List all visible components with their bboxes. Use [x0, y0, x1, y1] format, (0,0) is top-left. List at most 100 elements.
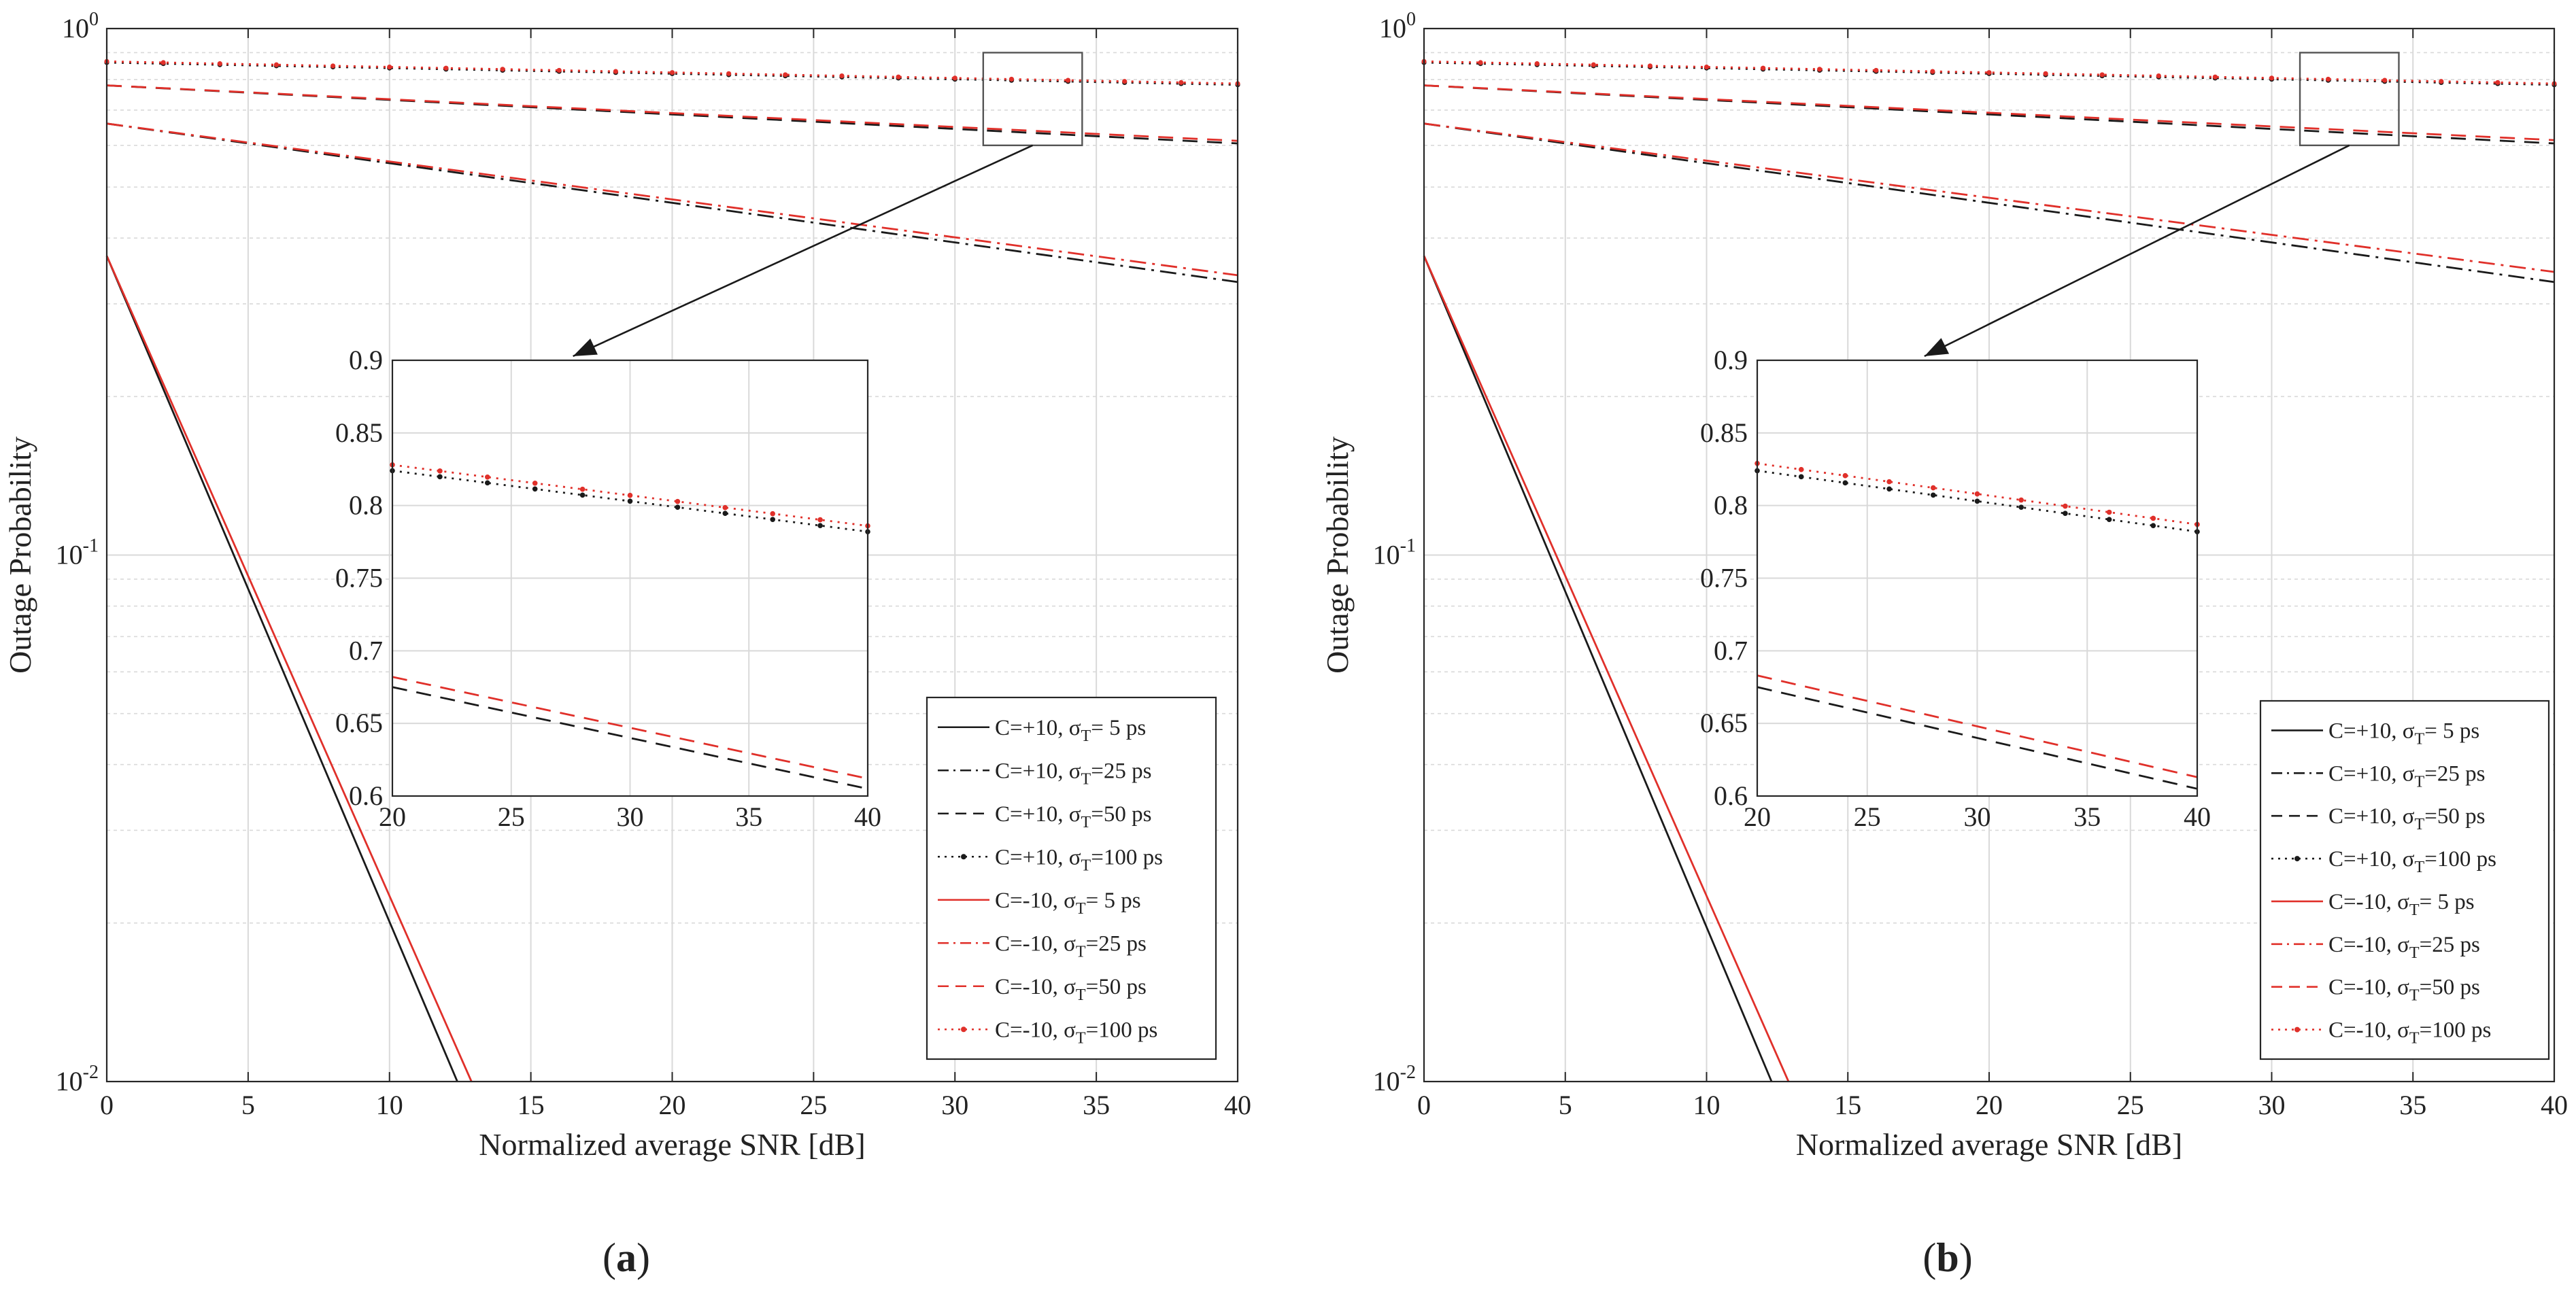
y-tick-label: 100 — [62, 9, 99, 44]
legend-sigma-subscript: T — [2415, 859, 2425, 876]
legend-sigma-symbol: , σ — [1057, 759, 1081, 783]
series-marker — [1065, 77, 1071, 83]
panel-label-open: ( — [603, 1235, 616, 1280]
legend-sigma-subscript: T — [1081, 814, 1091, 831]
series-line-7 — [1423, 84, 2555, 141]
legend-entry-7: C=-10, σT=50 ps — [2328, 975, 2480, 1005]
legend-sigma-symbol: , σ — [1053, 1018, 1077, 1042]
legend-sigma-value: =100 ps — [1091, 845, 1163, 869]
legend-c-value: C=+10 — [995, 845, 1057, 869]
panel-label-letter: a — [616, 1235, 637, 1280]
x-tick-label: 15 — [518, 1090, 545, 1120]
inset-series-marker — [1886, 486, 1892, 492]
series-marker — [952, 75, 957, 81]
legend-entry-8: C=-10, σT=100 ps — [2328, 1018, 2491, 1048]
y-tick-exponent: 0 — [89, 9, 99, 30]
inset-series-marker — [627, 498, 633, 504]
series-marker — [896, 74, 901, 80]
inset-series-marker — [437, 468, 443, 474]
inset-series-marker — [1931, 492, 1936, 498]
legend-sigma-value: = 5 ps — [1086, 888, 1141, 913]
inset-series-marker — [437, 474, 443, 480]
inset-x-tick-label: 20 — [379, 801, 406, 832]
series-line-3 — [106, 84, 1238, 145]
x-tick-label: 10 — [1693, 1090, 1721, 1120]
y-tick-exponent: -1 — [83, 536, 99, 557]
legend-sigma-subscript: T — [2409, 987, 2420, 1005]
legend-c-value: C=+10 — [995, 759, 1057, 783]
series-marker — [2382, 77, 2388, 83]
legend-box — [2259, 700, 2550, 1060]
legend-entry-3: C=+10, σT=50 ps — [995, 802, 1151, 831]
series-marker — [1986, 70, 1992, 75]
series-marker — [2495, 80, 2501, 85]
legend-marker — [2294, 1026, 2300, 1033]
inset-y-tick-label: 0.65 — [1700, 708, 1748, 738]
legend-sigma-symbol: , σ — [1053, 888, 1077, 913]
y-tick-exponent: -2 — [1400, 1062, 1416, 1083]
panel-label-close: ) — [637, 1235, 650, 1280]
legend-c-value: C=-10 — [995, 975, 1053, 999]
legend-sigma-subscript: T — [2409, 944, 2420, 962]
legend-sigma-subscript: T — [1076, 900, 1086, 918]
series-line-8 — [106, 60, 1238, 85]
series-marker — [1478, 60, 1483, 65]
legend-sigma-subscript: T — [2415, 730, 2425, 748]
legend-sigma-symbol: , σ — [2391, 847, 2415, 871]
legend-sigma-symbol: , σ — [2386, 975, 2410, 1000]
x-tick-label: 40 — [1224, 1090, 1251, 1120]
legend-sigma-value: =25 ps — [1086, 931, 1147, 956]
inset-series-marker — [817, 523, 823, 528]
y-tick-label: 100 — [1379, 9, 1416, 44]
x-tick-label: 30 — [941, 1090, 968, 1120]
inset-series-marker — [2063, 503, 2068, 509]
inset-y-tick-label: 0.85 — [1700, 417, 1748, 448]
inset-y-tick-label: 0.7 — [1714, 635, 1748, 666]
legend-sigma-value: =100 ps — [2424, 847, 2496, 871]
zoom-arrow-head — [573, 339, 598, 356]
legend-marker — [961, 854, 966, 860]
y-tick-label: 10-2 — [56, 1062, 99, 1097]
inset-series-marker — [532, 486, 538, 492]
inset-chart: 20 25 30 35 40 0.6 0.65 0.7 0.75 0.8 0.85 0.9 — [335, 345, 881, 832]
panel-label-open: ( — [1922, 1235, 1936, 1280]
legend-sigma-value: = 5 ps — [2424, 719, 2479, 743]
inset-x-tick-label: 20 — [1744, 801, 1771, 832]
legend-entry-7: C=-10, σT=50 ps — [995, 975, 1147, 1004]
series-marker — [613, 69, 618, 74]
legend-c-value: C=-10 — [2328, 890, 2386, 914]
legend-sigma-subscript: T — [2415, 816, 2425, 833]
series-line-4 — [1423, 61, 2555, 86]
inset-series-marker — [2018, 504, 2024, 511]
series-marker — [1534, 61, 1540, 67]
legend-sigma-symbol: , σ — [2386, 890, 2410, 914]
y-tick-base: 10 — [62, 13, 89, 44]
series-line-2 — [1423, 122, 2555, 283]
x-tick-label: 30 — [2258, 1090, 2286, 1120]
x-axis-label: Normalized average SNR [dB] — [1796, 1127, 2182, 1162]
y-axis-label: Outage Probability — [3, 436, 37, 674]
series-line-7 — [106, 84, 1238, 142]
legend-sigma-subscript: T — [1076, 986, 1086, 1004]
legend-sigma-value: =100 ps — [2420, 1018, 2492, 1043]
inset-series-line-3 — [392, 686, 868, 790]
series-marker — [669, 70, 675, 75]
legend-sigma-subscript: T — [1081, 727, 1091, 745]
inset-y-tick-label: 0.6 — [349, 780, 383, 811]
series-marker — [2099, 72, 2105, 77]
inset-x-tick-label: 25 — [498, 801, 525, 832]
inset-y-tick-label: 0.7 — [349, 635, 383, 666]
legend-c-value: C=-10 — [2328, 975, 2386, 1000]
inset-y-tick-label: 0.6 — [1714, 780, 1748, 811]
legend-sigma-subscript: T — [2415, 773, 2425, 791]
inset-x-tick-label: 25 — [1854, 801, 1881, 832]
inset-series-marker — [579, 486, 586, 492]
series-marker — [2156, 73, 2161, 79]
x-tick-label: 0 — [1417, 1090, 1431, 1120]
series-marker — [160, 60, 166, 65]
legend-sigma-value: =50 ps — [2424, 804, 2485, 829]
legend-c-value: C=-10 — [995, 931, 1053, 956]
legend-c-value: C=+10 — [2328, 804, 2391, 829]
inset-series-marker — [579, 492, 586, 498]
inset-frame — [1756, 359, 2199, 797]
